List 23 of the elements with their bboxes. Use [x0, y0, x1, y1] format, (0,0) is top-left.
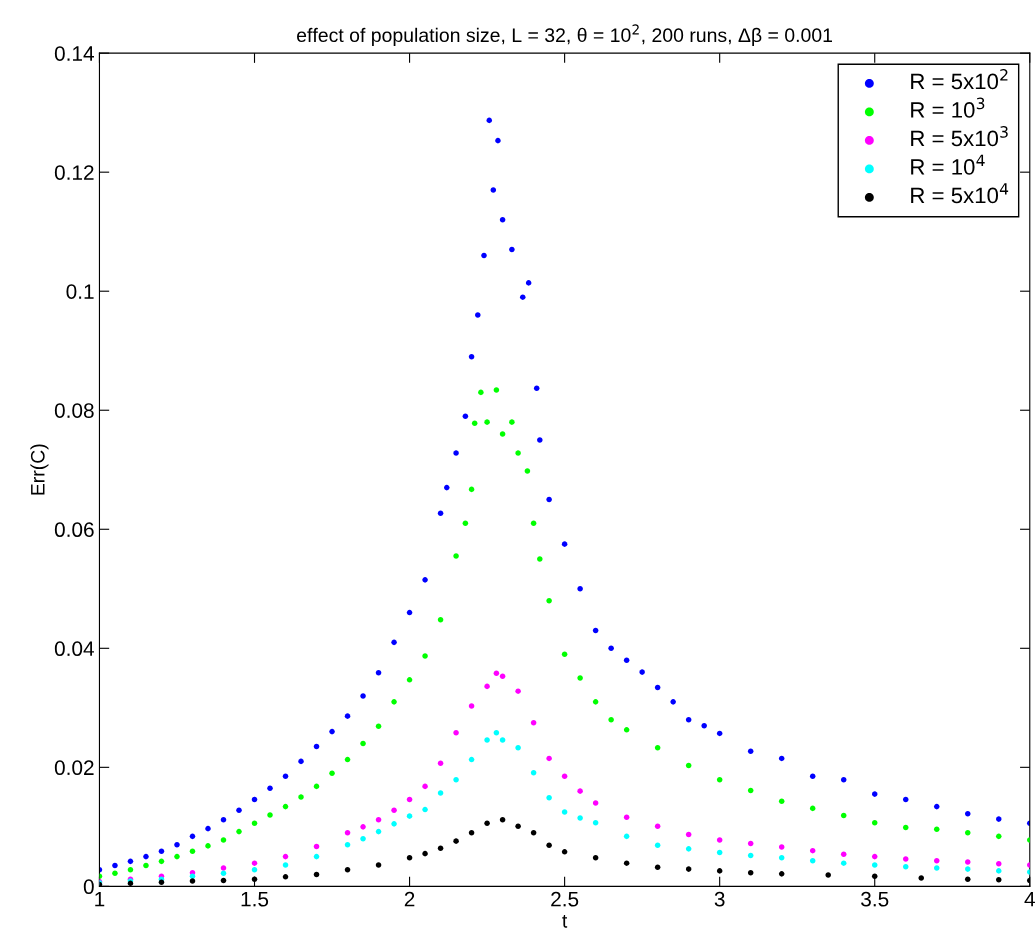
y-axis-title: Err(C) [30, 444, 49, 495]
legend-label: R = 10$^{3}$ [911, 97, 985, 118]
y-tick-label: 0.12 [54, 165, 94, 180]
y-tick-label: 0.06 [54, 522, 94, 538]
y-tick-label: 0 [83, 879, 94, 895]
x-tick-label: 3 [714, 891, 725, 907]
x-tick-label: 2.5 [551, 891, 579, 907]
y-tick-label: 0.1 [66, 284, 94, 299]
y-tick-label: 0.14 [54, 46, 94, 61]
chart-title: effect of population size, L = 32, θ = 10$^{2}$, 200 runs, Δβ = 0.001 [297, 24, 832, 46]
x-tick-label: 1 [95, 891, 105, 907]
legend-label: R = 5x10$^{2}$ [911, 69, 1008, 90]
legend-label: R = 5x10$^{3}$ [911, 126, 1008, 147]
x-tick-label: 2 [404, 891, 415, 907]
y-tick-label: 0.08 [54, 403, 94, 418]
y-tick-label: 0.04 [54, 641, 94, 657]
legend-label: R = 5x10$^{4}$ [911, 183, 1009, 204]
x-tick-label: 3.5 [861, 891, 889, 907]
x-tick-label: 1.5 [241, 891, 269, 907]
legend-label: R = 10$^{4}$ [911, 154, 985, 175]
y-tick-label: 0.02 [54, 760, 94, 776]
x-axis-title: t [562, 914, 568, 928]
x-tick-label: 4 [1024, 891, 1035, 907]
